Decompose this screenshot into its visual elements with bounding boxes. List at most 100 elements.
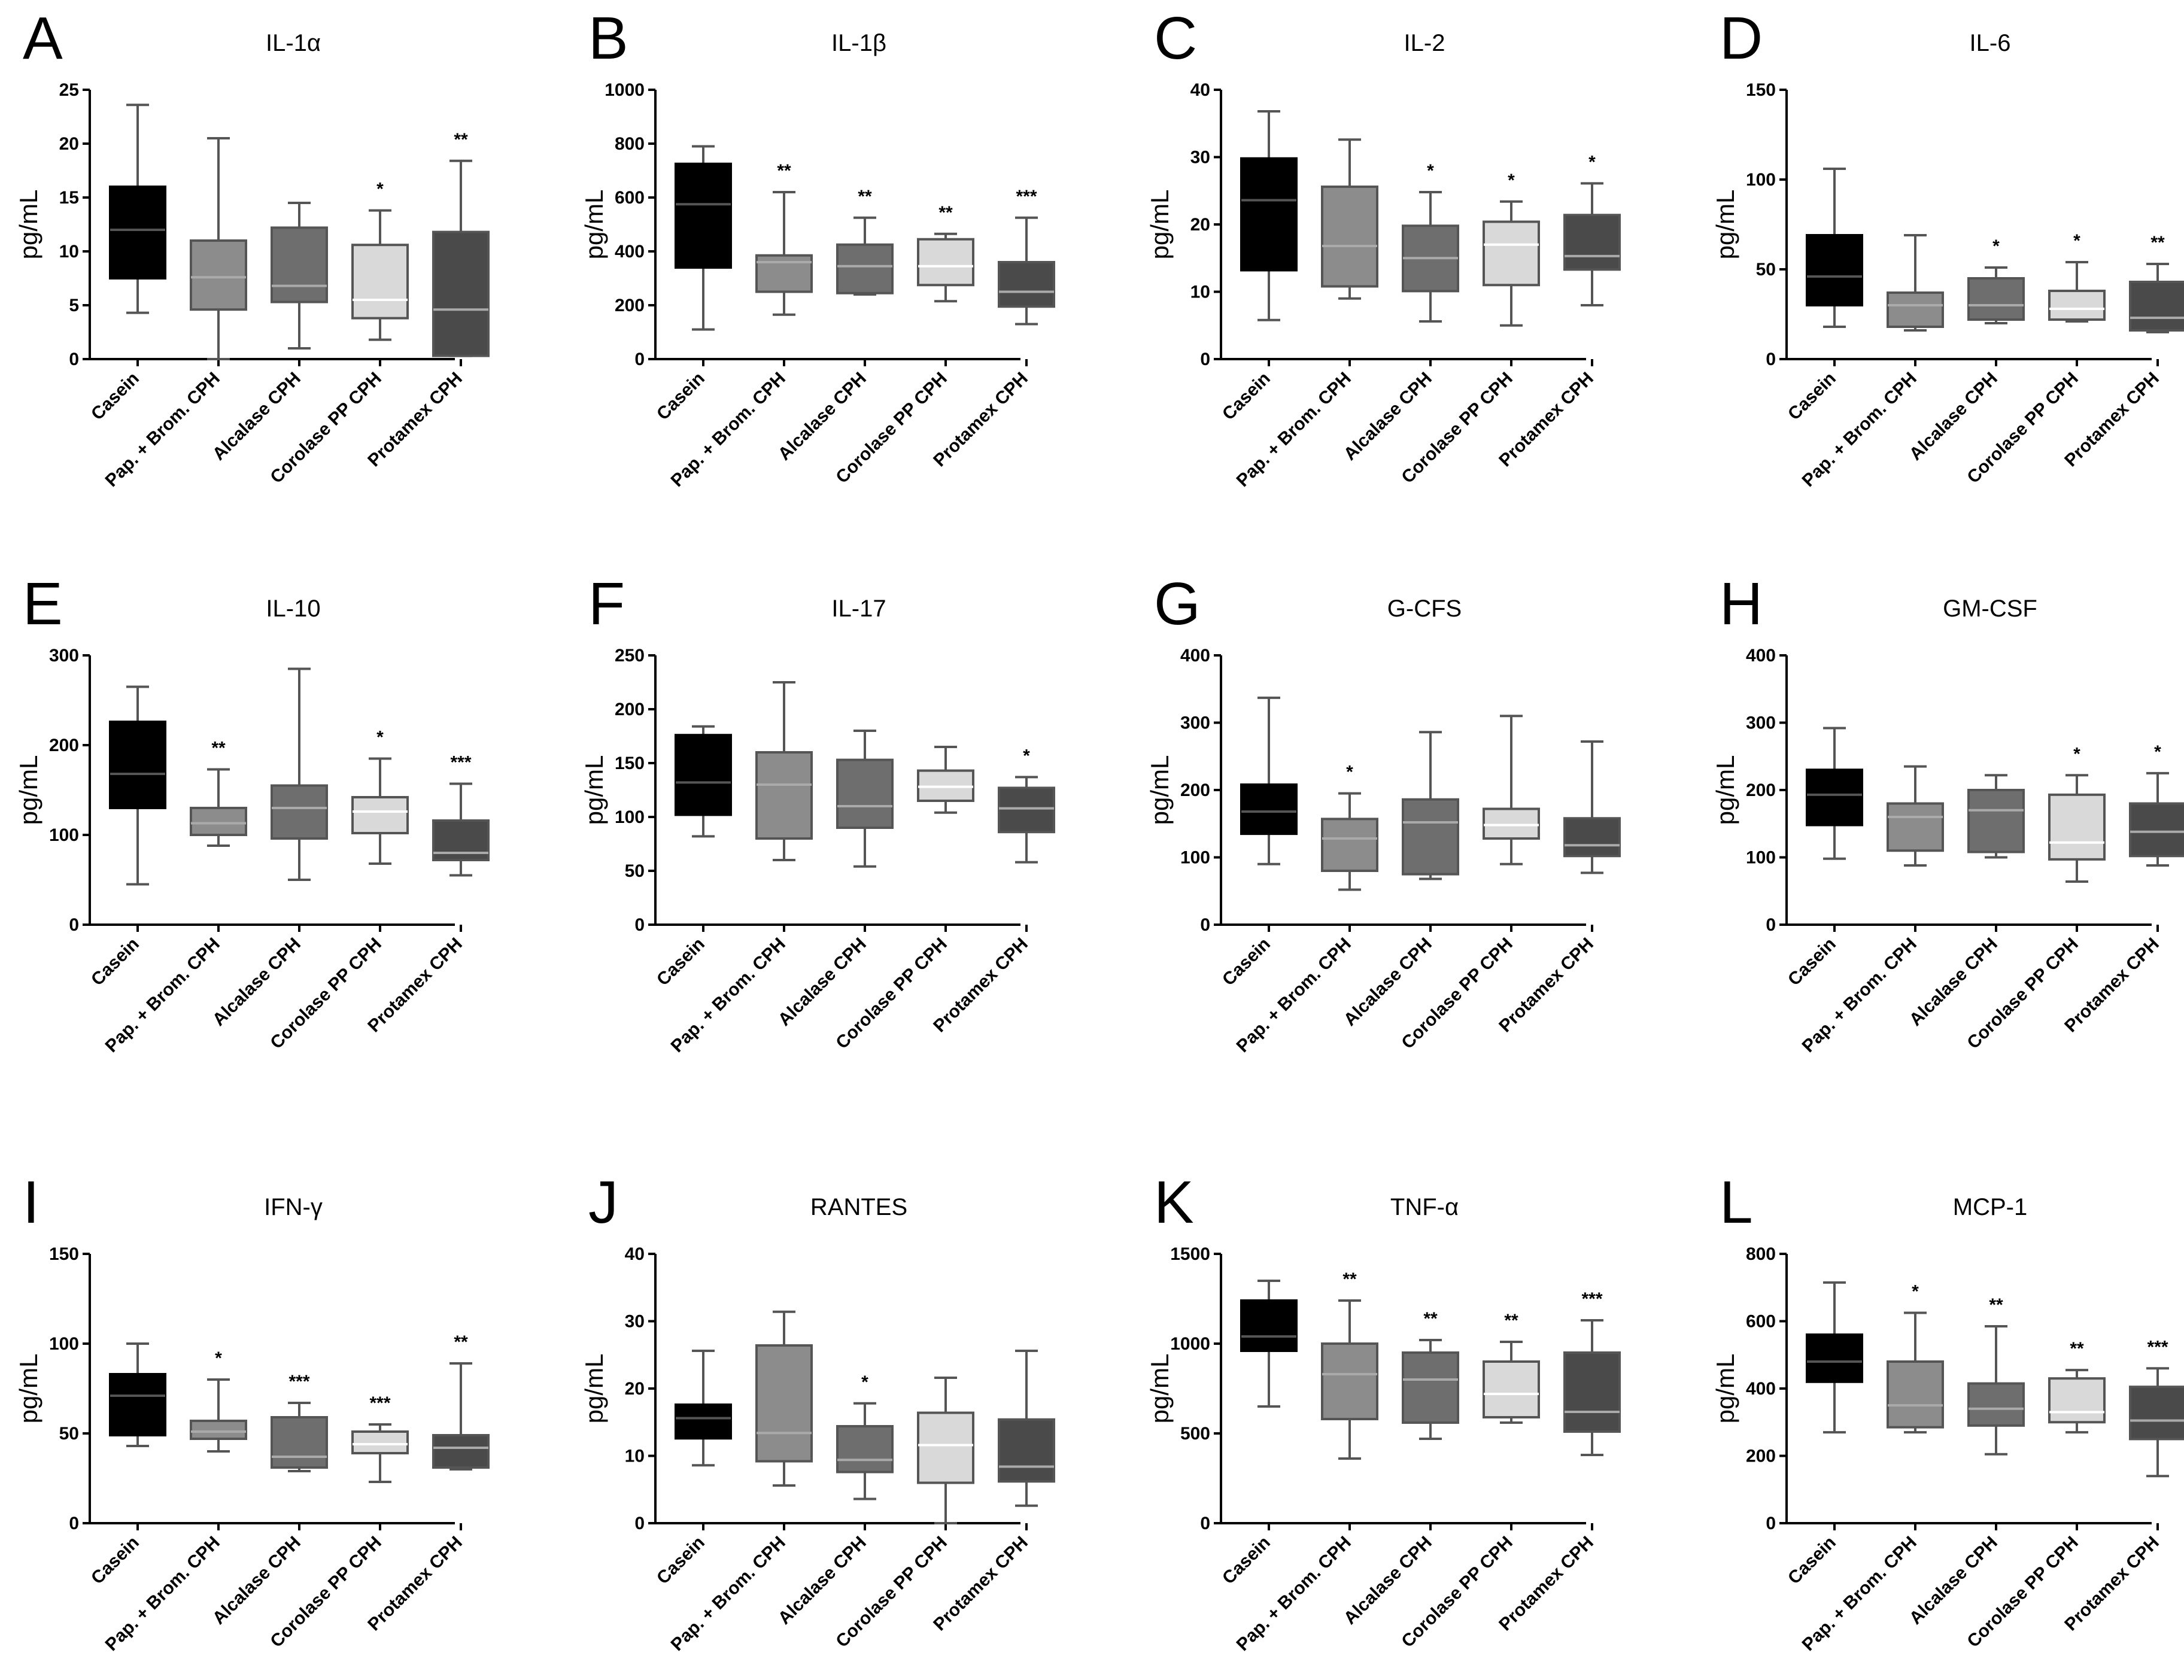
box: [1806, 768, 1863, 827]
box: [271, 226, 328, 303]
box: [1967, 1382, 2025, 1427]
box: [271, 784, 328, 840]
significance-label: **: [858, 187, 872, 206]
box: [2048, 793, 2106, 861]
panel-title: GM-CSF: [1943, 596, 2037, 622]
y-tick-label: 100: [49, 825, 79, 845]
significance-label: *: [2154, 742, 2161, 762]
box: [2048, 1377, 2106, 1424]
significance-label: **: [454, 1332, 468, 1352]
y-axis-label: pg/mL: [1711, 1354, 1739, 1424]
panel-title: IFN-γ: [264, 1194, 323, 1220]
y-tick-label: 0: [69, 915, 79, 935]
panel-title: IL-6: [1970, 30, 2011, 56]
y-tick-label: 10: [59, 242, 79, 262]
box: [190, 807, 247, 836]
y-tick-label: 0: [634, 1514, 645, 1533]
significance-label: ***: [1581, 1289, 1602, 1309]
y-tick-label: 0: [1766, 1514, 1776, 1533]
panel-title: TNF-α: [1390, 1194, 1459, 1220]
significance-label: **: [1989, 1295, 2003, 1315]
panel-letter: G: [1154, 570, 1201, 637]
significance-label: *: [861, 1372, 868, 1392]
y-tick-label: 30: [625, 1312, 645, 1332]
panel-letter: J: [588, 1169, 618, 1236]
significance-label: **: [1342, 1269, 1357, 1289]
significance-label: *: [2073, 744, 2080, 764]
y-tick-label: 25: [59, 80, 79, 100]
box: [836, 758, 894, 829]
y-tick-label: 500: [1180, 1424, 1210, 1444]
y-tick-label: 200: [49, 736, 79, 755]
y-tick-label: 300: [1180, 713, 1210, 733]
box: [1806, 234, 1863, 306]
box: [1321, 1342, 1378, 1420]
box: [836, 243, 894, 294]
box: [1240, 1299, 1298, 1352]
box: [351, 796, 409, 834]
y-axis-label: pg/mL: [1146, 755, 1174, 825]
box: [1806, 1333, 1863, 1383]
y-axis-label: pg/mL: [580, 190, 608, 260]
y-axis-label: pg/mL: [580, 755, 608, 825]
y-tick-label: 600: [1746, 1312, 1776, 1332]
box: [1321, 186, 1378, 288]
y-axis-label: pg/mL: [14, 190, 42, 260]
box: [432, 819, 490, 861]
x-category-label: Casein: [1219, 934, 1274, 990]
panel-letter: C: [1154, 5, 1197, 72]
significance-label: ***: [369, 1393, 390, 1413]
y-tick-label: 30: [1190, 148, 1210, 168]
y-tick-label: 20: [1190, 215, 1210, 235]
x-category-label: Casein: [1219, 1533, 1274, 1588]
significance-label: **: [1423, 1309, 1438, 1329]
panel-letter: E: [23, 570, 63, 637]
box: [109, 186, 166, 280]
panel-letter: I: [23, 1169, 40, 1236]
panel-letter: F: [588, 570, 625, 637]
y-tick-label: 100: [615, 807, 645, 827]
box: [1563, 817, 1621, 858]
panel-title: IL-1α: [266, 30, 321, 56]
box: [675, 734, 732, 816]
panel-title: G-CFS: [1387, 596, 1462, 622]
box: [351, 244, 409, 320]
y-tick-label: 1000: [1170, 1334, 1210, 1354]
box: [1887, 291, 1944, 328]
y-tick-label: 0: [1200, 1514, 1210, 1533]
significance-label: ***: [450, 753, 471, 773]
panel-letter: H: [1720, 570, 1763, 637]
y-axis-label: pg/mL: [1711, 190, 1739, 260]
significance-label: ***: [1016, 187, 1037, 206]
significance-label: **: [1504, 1311, 1518, 1330]
y-tick-label: 200: [615, 296, 645, 315]
box: [836, 1425, 894, 1474]
panel-title: IL-1β: [831, 30, 886, 56]
y-tick-label: 50: [1756, 260, 1776, 280]
y-axis-label: pg/mL: [580, 1354, 608, 1424]
box: [755, 751, 813, 840]
y-tick-label: 200: [1746, 780, 1776, 800]
y-tick-label: 600: [615, 188, 645, 208]
box: [1563, 1351, 1621, 1433]
box: [1240, 157, 1298, 272]
significance-label: ***: [2147, 1337, 2168, 1357]
significance-label: **: [938, 203, 953, 223]
y-tick-label: 5: [69, 296, 79, 315]
x-category-label: Casein: [1784, 934, 1840, 990]
box: [917, 238, 974, 287]
box: [675, 1403, 732, 1440]
y-tick-label: 20: [625, 1379, 645, 1399]
significance-label: *: [2073, 231, 2080, 251]
x-category-label: Casein: [87, 934, 143, 990]
box: [1483, 1360, 1540, 1418]
box: [917, 1411, 974, 1484]
panel-title: IL-10: [266, 596, 320, 622]
box: [432, 230, 490, 357]
significance-label: *: [376, 728, 384, 748]
